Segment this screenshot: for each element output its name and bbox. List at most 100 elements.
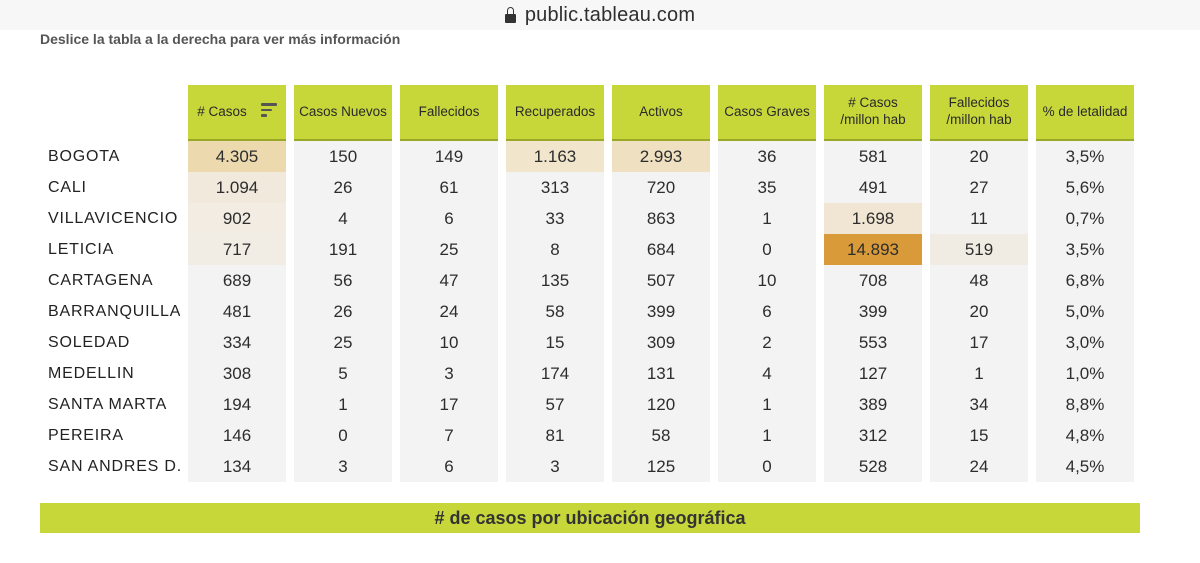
table-cell[interactable]: 1 <box>294 389 392 420</box>
table-cell[interactable]: 507 <box>612 265 710 296</box>
table-cell[interactable]: 127 <box>824 358 922 389</box>
row-label-leticia[interactable]: LETICIA <box>48 240 115 258</box>
table-cell[interactable]: 399 <box>612 296 710 327</box>
table-cell[interactable]: 528 <box>824 451 922 482</box>
row-label-villavicencio[interactable]: VILLAVICENCIO <box>48 209 179 227</box>
table-cell[interactable]: 308 <box>188 358 286 389</box>
table-cell[interactable]: 6 <box>400 451 498 482</box>
table-cell[interactable]: 1.094 <box>188 172 286 203</box>
table-cell[interactable]: 3,5% <box>1036 141 1134 172</box>
table-cell[interactable]: 581 <box>824 141 922 172</box>
table-cell[interactable]: 5 <box>294 358 392 389</box>
table-cell[interactable]: 131 <box>612 358 710 389</box>
table-cell[interactable]: 174 <box>506 358 604 389</box>
table-cell[interactable]: 3 <box>506 451 604 482</box>
column-header-casos-millon-hab[interactable]: # Casos/millon hab <box>824 85 922 141</box>
table-cell[interactable]: 20 <box>930 296 1028 327</box>
column-header-fallecidos[interactable]: Fallecidos <box>400 85 498 141</box>
browser-url-bar[interactable]: public.tableau.com <box>0 0 1200 30</box>
table-cell[interactable]: 146 <box>188 420 286 451</box>
table-cell[interactable]: 14.893 <box>824 234 922 265</box>
table-cell[interactable]: 4 <box>718 358 816 389</box>
table-cell[interactable]: 8,8% <box>1036 389 1134 420</box>
table-cell[interactable]: 902 <box>188 203 286 234</box>
table-cell[interactable]: 684 <box>612 234 710 265</box>
table-cell[interactable]: 1.698 <box>824 203 922 234</box>
table-cell[interactable]: 25 <box>294 327 392 358</box>
table-cell[interactable]: 334 <box>188 327 286 358</box>
table-cell[interactable]: 35 <box>718 172 816 203</box>
row-label-cali[interactable]: CALI <box>48 178 87 196</box>
table-cell[interactable]: 309 <box>612 327 710 358</box>
table-cell[interactable]: 27 <box>930 172 1028 203</box>
table-cell[interactable]: 10 <box>718 265 816 296</box>
table-cell[interactable]: 1 <box>718 420 816 451</box>
table-cell[interactable]: 389 <box>824 389 922 420</box>
table-cell[interactable]: 5,6% <box>1036 172 1134 203</box>
table-cell[interactable]: 8 <box>506 234 604 265</box>
table-cell[interactable]: 61 <box>400 172 498 203</box>
table-cell[interactable]: 134 <box>188 451 286 482</box>
table-cell[interactable]: 57 <box>506 389 604 420</box>
table-cell[interactable]: 48 <box>930 265 1028 296</box>
table-cell[interactable]: 6,8% <box>1036 265 1134 296</box>
table-cell[interactable]: 3,5% <box>1036 234 1134 265</box>
column-header-casos-graves[interactable]: Casos Graves <box>718 85 816 141</box>
table-cell[interactable]: 47 <box>400 265 498 296</box>
table-cell[interactable]: 4,5% <box>1036 451 1134 482</box>
table-cell[interactable]: 191 <box>294 234 392 265</box>
table-cell[interactable]: 26 <box>294 172 392 203</box>
row-label-barranquilla[interactable]: BARRANQUILLA <box>48 302 180 320</box>
table-cell[interactable]: 4.305 <box>188 141 286 172</box>
table-cell[interactable]: 194 <box>188 389 286 420</box>
table-cell[interactable]: 2.993 <box>612 141 710 172</box>
table-cell[interactable]: 313 <box>506 172 604 203</box>
table-cell[interactable]: 58 <box>612 420 710 451</box>
table-cell[interactable]: 56 <box>294 265 392 296</box>
table-cell[interactable]: 1.163 <box>506 141 604 172</box>
table-cell[interactable]: 33 <box>506 203 604 234</box>
table-cell[interactable]: 0 <box>718 234 816 265</box>
table-cell[interactable]: 120 <box>612 389 710 420</box>
table-cell[interactable]: 3,0% <box>1036 327 1134 358</box>
table-cell[interactable]: 25 <box>400 234 498 265</box>
table-cell[interactable]: 689 <box>188 265 286 296</box>
table-cell[interactable]: 149 <box>400 141 498 172</box>
table-cell[interactable]: 20 <box>930 141 1028 172</box>
table-cell[interactable]: 481 <box>188 296 286 327</box>
column-header-recuperados[interactable]: Recuperados <box>506 85 604 141</box>
table-cell[interactable]: 135 <box>506 265 604 296</box>
table-cell[interactable]: 17 <box>930 327 1028 358</box>
table-cell[interactable]: 81 <box>506 420 604 451</box>
table-cell[interactable]: 5,0% <box>1036 296 1134 327</box>
table-cell[interactable]: 312 <box>824 420 922 451</box>
table-cell[interactable]: 2 <box>718 327 816 358</box>
table-cell[interactable]: 0 <box>294 420 392 451</box>
table-cell[interactable]: 24 <box>930 451 1028 482</box>
row-label-santa-marta[interactable]: SANTA MARTA <box>48 395 168 413</box>
column-header-de-letalidad[interactable]: % de letalidad <box>1036 85 1134 141</box>
table-cell[interactable]: 491 <box>824 172 922 203</box>
sort-descending-icon[interactable] <box>260 103 277 117</box>
table-cell[interactable]: 6 <box>400 203 498 234</box>
table-cell[interactable]: 36 <box>718 141 816 172</box>
table-cell[interactable]: 1 <box>718 389 816 420</box>
table-cell[interactable]: 519 <box>930 234 1028 265</box>
table-cell[interactable]: 3 <box>400 358 498 389</box>
column-header-activos[interactable]: Activos <box>612 85 710 141</box>
table-cell[interactable]: 150 <box>294 141 392 172</box>
table-cell[interactable]: 399 <box>824 296 922 327</box>
table-cell[interactable]: 10 <box>400 327 498 358</box>
table-cell[interactable]: 720 <box>612 172 710 203</box>
row-label-medellin[interactable]: MEDELLIN <box>48 364 135 382</box>
row-label-san-andres-d[interactable]: SAN ANDRES D.. <box>48 457 180 475</box>
column-header-fallecidos-millon-hab[interactable]: Fallecidos/millon hab <box>930 85 1028 141</box>
row-label-bogota[interactable]: BOGOTA <box>48 147 121 165</box>
table-cell[interactable]: 58 <box>506 296 604 327</box>
table-cell[interactable]: 15 <box>506 327 604 358</box>
table-cell[interactable]: 553 <box>824 327 922 358</box>
table-cell[interactable]: 7 <box>400 420 498 451</box>
table-cell[interactable]: 1 <box>718 203 816 234</box>
table-cell[interactable]: 24 <box>400 296 498 327</box>
table-cell[interactable]: 1 <box>930 358 1028 389</box>
